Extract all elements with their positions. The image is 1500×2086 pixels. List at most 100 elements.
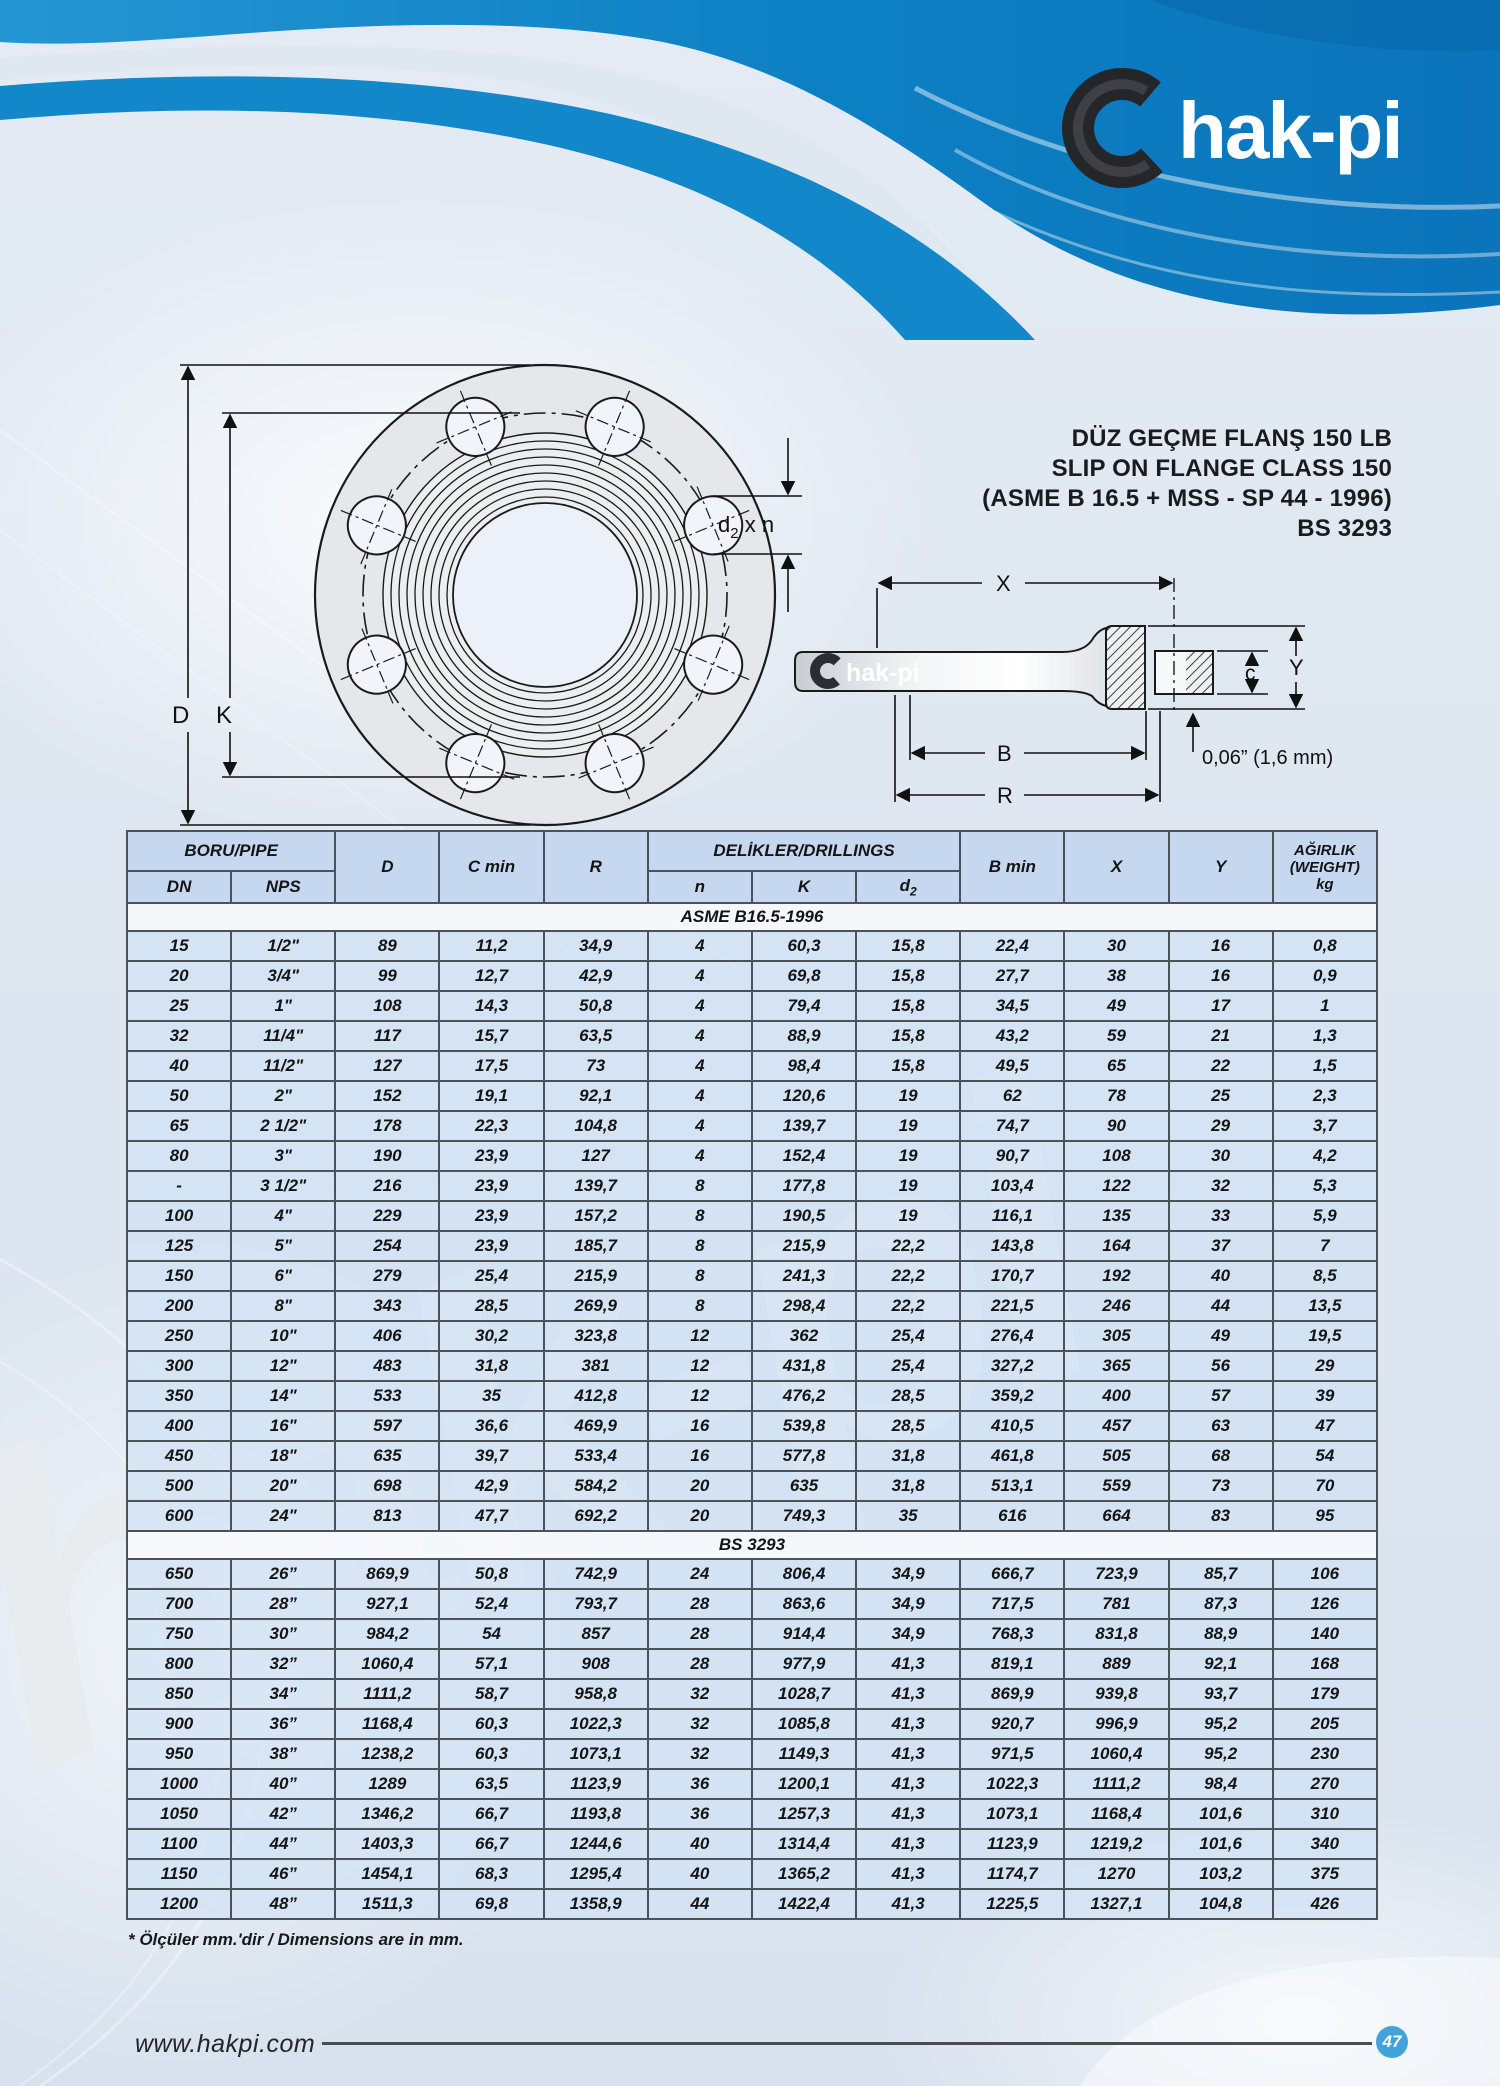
table-cell: 36,6 [438, 1410, 545, 1442]
d2-header-sub: 2 [910, 884, 917, 899]
table-cell: 80 [125, 1140, 233, 1172]
table-row: 650 26” 869,9 50,8 742,9 24 806,4 34,9 666,7 723,… [125, 1558, 1379, 1590]
table-cell: 170,7 [959, 1260, 1066, 1292]
holes-label-base: d [718, 512, 730, 537]
table-cell: 34,9 [855, 1558, 962, 1590]
table-cell: 717,5 [959, 1588, 1066, 1620]
table-cell: 6" [230, 1260, 337, 1292]
table-cell: 103,2 [1167, 1858, 1274, 1890]
product-title-line2: SLIP ON FLANGE CLASS 150 [1051, 455, 1392, 482]
table-cell: 1100 [125, 1828, 233, 1860]
product-title: DÜZ GEÇME FLANŞ 150 LB SLIP ON FLANGE CL… [982, 424, 1392, 544]
hub-body [794, 626, 1107, 708]
table-cell: 179 [1271, 1678, 1379, 1710]
table-cell: 22 [1167, 1050, 1274, 1082]
table-cell: 59 [1063, 1020, 1170, 1052]
table-cell: 900 [125, 1708, 233, 1740]
table-cell: 30,2 [438, 1320, 545, 1352]
table-cell: 85,7 [1167, 1558, 1274, 1590]
table-cell: 34,9 [855, 1618, 962, 1650]
table-cell: 327,2 [959, 1350, 1066, 1382]
table-cell: 17,5 [438, 1050, 545, 1082]
table-cell: 400 [1063, 1380, 1170, 1412]
dimension-k [222, 412, 520, 778]
table-cell: 178 [334, 1110, 441, 1142]
table-cell: 1028,7 [750, 1678, 858, 1710]
table-cell: 1022,3 [959, 1768, 1066, 1800]
table-cell: 650 [125, 1558, 233, 1590]
table-cell: 276,4 [959, 1320, 1066, 1352]
table-cell: 39 [1271, 1380, 1379, 1412]
column-header-k: K [750, 870, 858, 904]
table-cell: 19 [855, 1110, 962, 1142]
table-cell: 25 [1167, 1080, 1274, 1112]
table-cell: 1327,1 [1063, 1888, 1170, 1920]
table-cell: 5,9 [1271, 1200, 1379, 1232]
table-cell: 30 [1167, 1140, 1274, 1172]
table-cell: 559 [1063, 1470, 1170, 1502]
table-section-row: ASME B16.5-1996 [126, 902, 1378, 932]
table-cell: 1346,2 [334, 1798, 441, 1830]
table-cell: 889 [1063, 1648, 1170, 1680]
table-cell: 666,7 [959, 1558, 1066, 1590]
table-cell: 1149,3 [750, 1738, 858, 1770]
table-cell: 8" [230, 1290, 337, 1322]
table-cell: 4 [646, 1050, 753, 1082]
table-cell: 813 [334, 1500, 441, 1532]
table-cell: 117 [334, 1020, 441, 1052]
table-cell: 32” [230, 1648, 337, 1680]
table-cell: 41,3 [855, 1798, 962, 1830]
table-cell: 38 [1063, 960, 1170, 992]
table-cell: 23,9 [438, 1230, 545, 1262]
table-cell: 73 [1167, 1470, 1274, 1502]
d2-header-base: d [899, 875, 911, 895]
table-cell: 41,3 [855, 1858, 962, 1890]
table-cell: 406 [334, 1320, 441, 1352]
column-header-boru-pipe: BORU/PIPE [125, 830, 337, 872]
table-cell: 3" [230, 1140, 337, 1172]
table-cell: 412,8 [542, 1380, 649, 1412]
table-cell: 88,9 [750, 1020, 858, 1052]
table-cell: 431,8 [750, 1350, 858, 1382]
table-cell: 15 [125, 930, 233, 962]
table-cell: 93,7 [1167, 1678, 1274, 1710]
table-cell: 25,4 [855, 1320, 962, 1352]
table-cell: 914,4 [750, 1618, 858, 1650]
table-cell: 35 [438, 1380, 545, 1412]
table-cell: 375 [1271, 1858, 1379, 1890]
table-cell: 125 [125, 1230, 233, 1262]
table-cell: 8,5 [1271, 1260, 1379, 1292]
table-cell: 60,3 [438, 1708, 545, 1740]
table-cell: 1111,2 [334, 1678, 441, 1710]
table-cell: 22,2 [855, 1290, 962, 1322]
technical-drawings: D K d2 x n [172, 363, 1333, 827]
table-row: -3 1/2" 216 23,9 139,7 8 177,8 19 103,4 122 32 5,3 [125, 1170, 1379, 1202]
table-row: 32 11/4" 117 15,7 63,5 4 88,9 15,8 43,2 59 21 1,3 [125, 1020, 1379, 1052]
table-cell: 127 [334, 1050, 441, 1082]
brand-logo-text: hak-pi [1178, 86, 1402, 175]
table-cell: 365 [1063, 1350, 1170, 1382]
table-cell: 164 [1063, 1230, 1170, 1262]
table-cell: 78 [1063, 1080, 1170, 1112]
table-cell: 1422,4 [750, 1888, 858, 1920]
product-title-line3: (ASME B 16.5 + MSS - SP 44 - 1996) [982, 485, 1392, 512]
table-cell: 140 [1271, 1618, 1379, 1650]
table-cell: 41,3 [855, 1678, 962, 1710]
table-row: 300 12" 483 31,8 381 12 431,8 25,4 327,2 365 56 29 [125, 1350, 1379, 1382]
table-cell: 12,7 [438, 960, 545, 992]
table-cell: 40 [1167, 1260, 1274, 1292]
table-cell: 168 [1271, 1648, 1379, 1680]
table-cell: 8 [646, 1200, 753, 1232]
table-cell: 279 [334, 1260, 441, 1292]
table-cell: 39,7 [438, 1440, 545, 1472]
table-cell: 103,4 [959, 1170, 1066, 1202]
dimensions-footnote: * Ölçüler mm.'dir / Dimensions are in mm… [128, 1930, 464, 1949]
table-cell: 101,6 [1167, 1828, 1274, 1860]
table-row: 500 20" 698 42,9 584,2 20 635 31,8 513,1 559 73 70 [125, 1470, 1379, 1502]
table-cell: 68,3 [438, 1858, 545, 1890]
table-cell: 20" [230, 1470, 337, 1502]
column-header-y: Y [1167, 830, 1274, 904]
table-row: 25 1" 108 14,3 50,8 4 79,4 15,8 34,5 49 17 1 [125, 990, 1379, 1022]
table-cell: 106 [1271, 1558, 1379, 1590]
